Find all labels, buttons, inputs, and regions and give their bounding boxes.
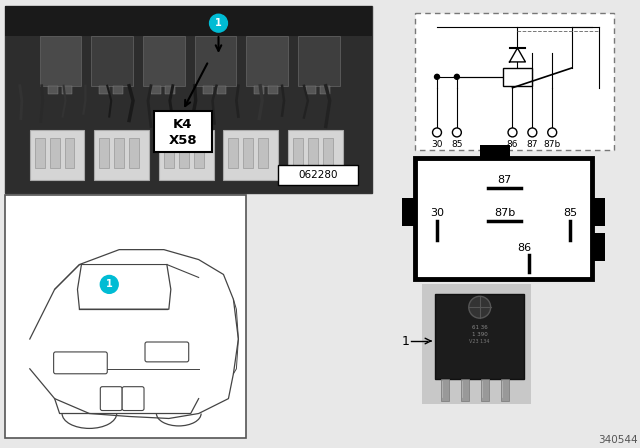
Bar (35, 138, 45, 168)
Bar (441, 379, 449, 401)
Bar (268, 86, 278, 94)
Bar (164, 138, 174, 168)
FancyBboxPatch shape (54, 352, 108, 374)
Bar (143, 36, 185, 86)
Bar (228, 138, 238, 168)
Circle shape (100, 276, 118, 293)
Bar (94, 130, 149, 180)
Bar (195, 36, 236, 86)
Circle shape (209, 14, 227, 32)
Circle shape (548, 128, 557, 137)
Circle shape (528, 128, 537, 137)
Bar (99, 86, 109, 94)
Text: X58: X58 (168, 134, 197, 147)
Bar (278, 165, 358, 185)
Bar (403, 198, 415, 226)
FancyBboxPatch shape (100, 387, 122, 410)
Bar (298, 36, 340, 86)
Text: 340544: 340544 (598, 435, 637, 445)
Bar (30, 130, 84, 180)
Bar (129, 138, 139, 168)
Bar (500, 379, 509, 401)
Bar (40, 36, 81, 86)
Bar (243, 138, 253, 168)
Bar (203, 86, 212, 94)
Text: 30: 30 (430, 208, 444, 218)
Bar (194, 138, 204, 168)
Bar (5, 6, 372, 193)
Circle shape (435, 74, 440, 79)
Text: 1 390: 1 390 (472, 332, 488, 336)
Text: 86: 86 (507, 140, 518, 149)
Bar (114, 138, 124, 168)
Bar (320, 86, 330, 94)
Text: 87b: 87b (494, 208, 515, 218)
Text: K4: K4 (173, 118, 193, 131)
Bar (308, 138, 318, 168)
Bar (5, 195, 246, 438)
Bar (113, 86, 123, 94)
Bar (216, 86, 227, 94)
Bar (592, 233, 605, 261)
Bar (323, 138, 333, 168)
FancyBboxPatch shape (122, 387, 144, 410)
FancyBboxPatch shape (145, 342, 189, 362)
Text: 85: 85 (451, 140, 463, 149)
Circle shape (508, 128, 517, 137)
Bar (92, 36, 133, 86)
Bar (258, 138, 268, 168)
Bar (50, 138, 60, 168)
Text: 1: 1 (215, 18, 222, 28)
Text: 86: 86 (517, 243, 531, 253)
Bar (461, 379, 468, 401)
Bar (422, 284, 531, 404)
Bar (481, 379, 489, 401)
Bar (99, 138, 109, 168)
Bar (415, 13, 614, 151)
Text: 1: 1 (401, 335, 409, 348)
Circle shape (468, 296, 491, 318)
Bar (435, 294, 524, 379)
Text: 87b: 87b (543, 140, 561, 149)
Bar (293, 138, 303, 168)
Bar (61, 86, 72, 94)
Text: 1: 1 (106, 280, 113, 289)
Bar (154, 111, 212, 152)
Bar (480, 145, 509, 158)
Bar (5, 6, 372, 36)
Bar (288, 130, 342, 180)
Text: 87: 87 (497, 175, 511, 185)
Bar (165, 86, 175, 94)
Circle shape (452, 128, 461, 137)
Text: 30: 30 (431, 140, 443, 149)
Circle shape (433, 128, 442, 137)
Circle shape (454, 74, 460, 79)
Text: 062280: 062280 (298, 170, 337, 180)
Bar (246, 36, 288, 86)
Text: V23 134: V23 134 (470, 339, 490, 344)
Bar (223, 130, 278, 180)
Text: 85: 85 (563, 208, 577, 218)
Bar (592, 198, 605, 226)
Bar (179, 138, 189, 168)
Text: 87: 87 (527, 140, 538, 149)
Bar (65, 138, 74, 168)
Text: 61 36: 61 36 (472, 325, 488, 330)
Bar (306, 86, 316, 94)
Bar (415, 158, 592, 280)
Bar (47, 86, 58, 94)
Bar (159, 130, 214, 180)
Bar (151, 86, 161, 94)
Bar (254, 86, 264, 94)
Bar (502, 68, 532, 86)
